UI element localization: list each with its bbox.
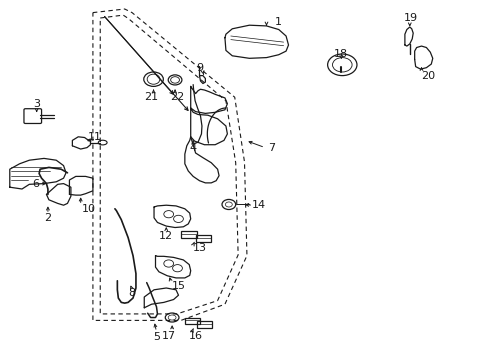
Text: 10: 10 — [82, 204, 96, 214]
Text: 15: 15 — [171, 281, 185, 291]
Text: 11: 11 — [87, 132, 101, 142]
Bar — [195, 235, 211, 242]
Text: 20: 20 — [420, 71, 434, 81]
Text: 18: 18 — [334, 49, 347, 59]
Text: 17: 17 — [162, 330, 175, 341]
Text: 12: 12 — [159, 231, 173, 241]
Text: 2: 2 — [44, 213, 51, 223]
Text: 3: 3 — [33, 99, 40, 109]
Text: 9: 9 — [196, 63, 203, 73]
Text: 4: 4 — [189, 143, 196, 153]
Text: 7: 7 — [267, 143, 274, 153]
Bar — [184, 318, 200, 324]
Text: 21: 21 — [144, 92, 158, 102]
Text: 8: 8 — [128, 288, 135, 298]
Text: 13: 13 — [192, 243, 206, 253]
Text: 16: 16 — [188, 330, 202, 341]
Text: 19: 19 — [403, 13, 417, 23]
Bar — [181, 231, 196, 238]
Text: 1: 1 — [275, 17, 282, 27]
Bar — [196, 321, 212, 328]
Text: 14: 14 — [252, 200, 265, 210]
Text: 5: 5 — [153, 332, 160, 342]
Text: 22: 22 — [169, 92, 184, 102]
Text: 6: 6 — [32, 179, 39, 189]
